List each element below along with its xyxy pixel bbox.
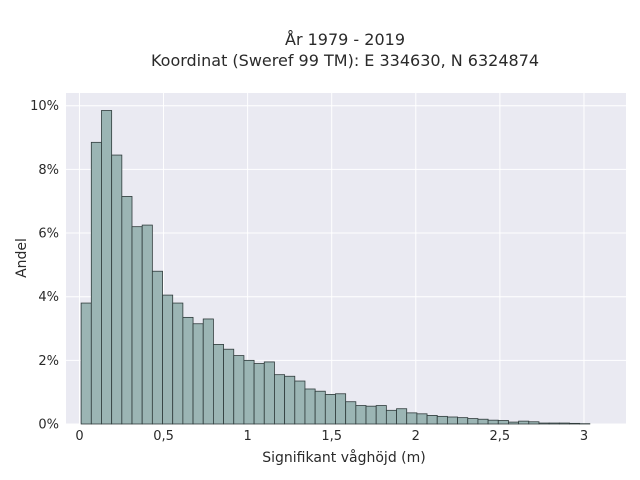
- x-tick-label: 1,5: [321, 429, 342, 444]
- x-axis-ticks: 0 0,5 1 1,5 2 2,5 3: [75, 429, 588, 444]
- histogram-bar: [111, 154, 123, 425]
- histogram-bar: [497, 420, 509, 425]
- histogram-bar: [467, 418, 479, 425]
- histogram-bar: [202, 318, 214, 425]
- histogram-bar: [121, 196, 133, 425]
- y-tick-label: 4%: [38, 290, 59, 305]
- histogram-bar: [294, 380, 306, 425]
- y-tick-label: 8%: [38, 163, 59, 178]
- histogram-bar: [141, 224, 153, 425]
- histogram-bar: [335, 393, 347, 425]
- histogram-bar: [253, 363, 265, 425]
- histogram-bar: [508, 421, 520, 425]
- histogram-bar: [436, 415, 448, 425]
- histogram-bar: [151, 270, 163, 425]
- chart-title-line-2: Koordinat (Sweref 99 TM): E 334630, N 63…: [151, 51, 539, 70]
- x-tick-label: 1: [243, 429, 251, 444]
- histogram-bar: [416, 413, 428, 425]
- y-axis-ticks: 0% 2% 4% 6% 8% 10%: [30, 99, 59, 432]
- histogram-bar: [558, 422, 570, 425]
- histogram-bar: [518, 420, 530, 425]
- x-tick-label: 2: [412, 429, 420, 444]
- x-tick-label: 2,5: [490, 429, 511, 444]
- y-tick-label: 2%: [38, 354, 59, 369]
- histogram-bar: [212, 344, 224, 425]
- x-tick-label: 3: [580, 429, 588, 444]
- histogram-bar: [396, 408, 408, 425]
- histogram-bar: [375, 405, 387, 425]
- histogram-bar: [345, 401, 357, 425]
- histogram-bar: [324, 394, 336, 425]
- histogram-bar: [162, 294, 174, 425]
- histogram-bar: [233, 355, 245, 425]
- histogram-bar: [538, 422, 550, 425]
- histogram-bar: [406, 412, 418, 425]
- histogram-bar: [90, 141, 102, 425]
- histogram-bar: [243, 359, 255, 425]
- histogram-bar: [457, 417, 469, 425]
- histogram-bar: [477, 418, 489, 425]
- chart-title-line-1: År 1979 - 2019: [285, 30, 405, 49]
- y-tick-label: 6%: [38, 227, 59, 242]
- x-axis-label: Signifikant våghöjd (m): [262, 449, 425, 466]
- histogram-bar: [487, 419, 499, 425]
- histogram-bar: [528, 421, 540, 425]
- histogram-bar: [192, 323, 204, 425]
- histogram-bar: [80, 302, 92, 425]
- y-tick-label: 0%: [38, 418, 59, 433]
- histogram-bar: [131, 226, 143, 425]
- x-tick-label: 0: [75, 429, 83, 444]
- histogram-bar: [447, 416, 458, 425]
- histogram-bar: [426, 415, 438, 425]
- histogram-bar: [223, 348, 235, 425]
- y-tick-label: 10%: [30, 99, 59, 114]
- bars: [80, 110, 591, 425]
- histogram-bar: [569, 422, 581, 425]
- histogram-bar: [182, 316, 194, 425]
- histogram-bar: [304, 388, 316, 425]
- histogram-bar: [101, 110, 113, 425]
- histogram-bar: [263, 361, 275, 425]
- histogram-bar: [355, 405, 367, 425]
- histogram-bar: [365, 405, 377, 425]
- y-axis-label: Andel: [14, 238, 30, 278]
- histogram-bar: [385, 409, 397, 425]
- histogram-bar: [548, 422, 560, 425]
- histogram-bar: [172, 302, 184, 425]
- x-tick-label: 0,5: [153, 429, 174, 444]
- histogram-bar: [314, 390, 326, 425]
- histogram-bar: [274, 374, 286, 425]
- histogram-bar: [284, 375, 296, 425]
